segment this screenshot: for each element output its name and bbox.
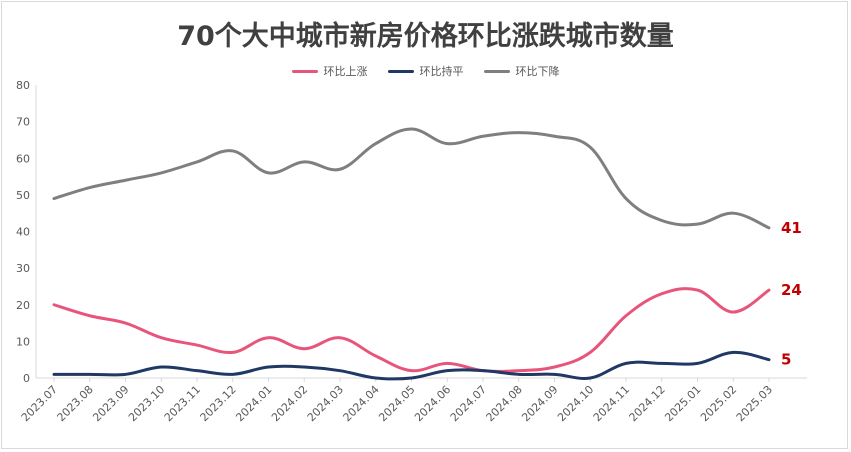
x-tick-label: 2023.11: [162, 383, 203, 424]
series-line-rise: [52, 287, 771, 373]
y-tick-label: 10: [16, 335, 30, 348]
x-tick-label: 2025.03: [734, 383, 775, 424]
x-tick-label: 2024.01: [233, 383, 274, 424]
end-label-rise: 24: [781, 281, 802, 299]
x-tick-label: 2023.08: [55, 383, 96, 424]
y-tick-label: 80: [16, 79, 30, 92]
x-tick-label: 2024.06: [412, 383, 453, 424]
legend-item-flat: 环比持平: [387, 63, 464, 79]
x-tick-label: 2025.02: [698, 383, 739, 424]
x-tick-label: 2024.08: [484, 383, 525, 424]
x-tick-label: 2024.05: [376, 383, 417, 424]
legend-item-fall: 环比下降: [483, 63, 560, 79]
y-tick-label: 50: [16, 189, 30, 202]
legend-swatch-fall: [483, 69, 510, 73]
end-label-flat: 5: [781, 351, 791, 369]
y-tick-label: 40: [16, 226, 30, 239]
x-tick-label: 2024.04: [341, 383, 382, 424]
x-tick-label: 2023.07: [19, 383, 60, 424]
series-line-flat: [52, 350, 771, 381]
legend-item-rise: 环比上涨: [291, 63, 368, 79]
x-tick-label: 2023.12: [198, 383, 239, 424]
y-tick-label: 30: [16, 262, 30, 275]
x-tick-label: 2024.10: [555, 383, 596, 424]
legend-swatch-rise: [291, 69, 318, 73]
legend-label-rise: 环比上涨: [323, 65, 368, 78]
y-tick-label: 20: [16, 299, 30, 312]
x-tick-label: 2024.11: [591, 383, 632, 424]
x-tick-label: 2023.10: [126, 383, 167, 424]
y-tick-label: 0: [23, 372, 30, 385]
legend-label-flat: 环比持平: [419, 65, 464, 78]
series-line-fall: [52, 127, 771, 230]
x-tick-label: 2024.02: [269, 383, 310, 424]
legend-swatch-flat: [387, 69, 414, 73]
chart-title: 70个大中城市新房价格环比涨跌城市数量: [177, 21, 674, 52]
x-tick-label: 2023.09: [90, 383, 131, 424]
x-tick-label: 2024.09: [519, 383, 560, 424]
y-tick-label: 60: [16, 152, 30, 165]
x-tick-label: 2024.07: [448, 383, 489, 424]
x-tick-label: 2024.03: [305, 383, 346, 424]
y-tick-label: 70: [16, 116, 30, 129]
end-label-fall: 41: [781, 219, 802, 237]
chart-legend: 环比上涨 环比持平 环比下降: [0, 63, 851, 79]
x-tick-label: 2025.01: [662, 383, 703, 424]
legend-label-fall: 环比下降: [515, 65, 560, 78]
x-tick-label: 2024.12: [627, 383, 668, 424]
